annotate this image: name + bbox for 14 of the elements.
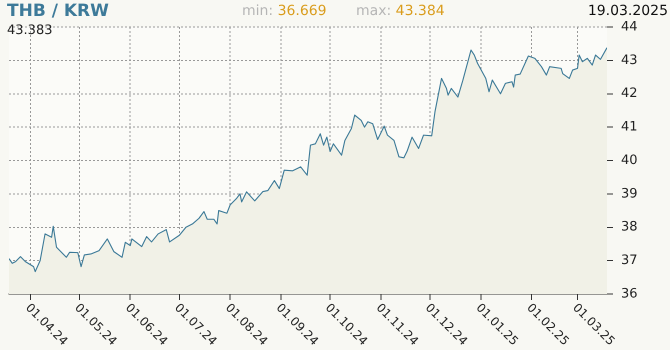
chart-title: THB / KRW xyxy=(7,1,109,21)
y-tick-label: 41 xyxy=(621,120,638,134)
annotation: 43.383 xyxy=(7,23,52,38)
y-tick-label: 43 xyxy=(621,52,638,68)
y-tick-label: 44 xyxy=(621,19,638,34)
text: 19.03.2025 xyxy=(588,3,668,19)
y-tick-label: 37 xyxy=(621,253,638,268)
y-tick-label: 38 xyxy=(621,220,638,235)
y-tick-label: 39 xyxy=(621,186,638,202)
y-tick-label: 36 xyxy=(621,286,638,302)
text: max: 43.384 xyxy=(356,3,445,19)
y-tick-label: 40 xyxy=(621,152,638,168)
y-tick-label: 42 xyxy=(621,86,638,102)
text: min: 36.669 xyxy=(242,3,327,19)
